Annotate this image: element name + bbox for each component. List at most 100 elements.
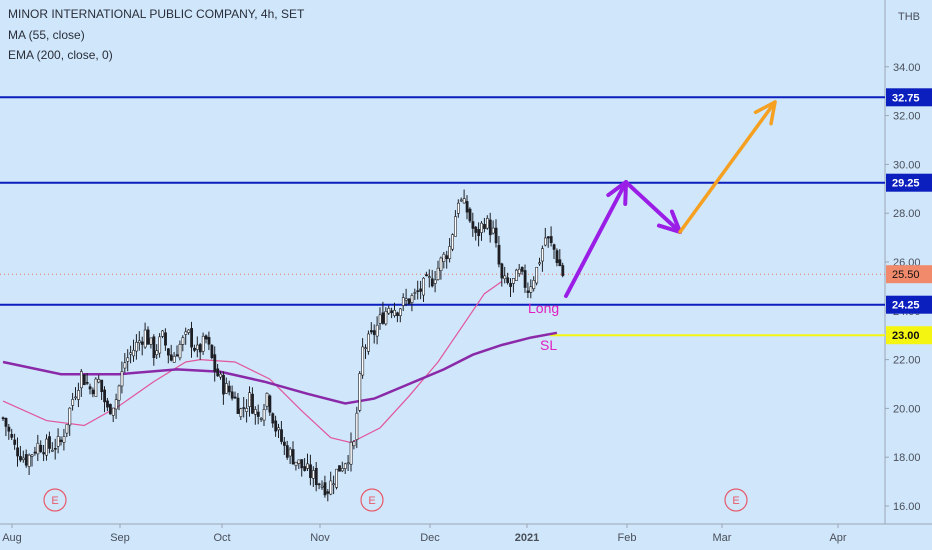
candle-body: [123, 362, 127, 369]
candle-body: [68, 407, 72, 426]
candle-body: [523, 270, 527, 288]
candle-body: [396, 312, 399, 316]
candle-body: [155, 350, 159, 355]
candle-body: [94, 378, 98, 397]
candle-body: [410, 295, 414, 303]
y-tick-label: 30.00: [893, 159, 921, 171]
candle-body: [109, 404, 112, 415]
candle-body: [439, 257, 443, 271]
candle-body: [398, 308, 402, 316]
x-tick-label: Sep: [110, 532, 130, 544]
candle-body: [494, 227, 498, 244]
candle-body: [352, 441, 356, 447]
candle-body: [381, 312, 385, 324]
candle-body: [265, 392, 269, 407]
candle-body: [88, 386, 92, 390]
candle-body: [53, 447, 57, 450]
candle-body: [132, 349, 136, 357]
candle-body: [367, 333, 370, 352]
candle-body: [541, 248, 544, 262]
candle-body: [175, 354, 179, 357]
candle-body: [300, 459, 304, 469]
candle-body: [538, 262, 542, 265]
candle-body: [317, 483, 321, 486]
x-tick-label: Apr: [829, 532, 846, 544]
y-tick-label: 28.00: [893, 208, 921, 220]
candle-body: [369, 330, 373, 333]
candle-body: [254, 409, 257, 415]
candle-body: [27, 454, 31, 467]
candle-body: [268, 395, 272, 413]
candle-body: [233, 396, 237, 399]
candle-body: [413, 292, 417, 294]
candle-body: [459, 199, 463, 202]
candle-body: [140, 341, 144, 345]
candle-body: [103, 389, 107, 403]
candle-body: [193, 347, 196, 351]
candle-body: [213, 354, 217, 372]
candle-body: [222, 374, 225, 395]
candle-body: [225, 383, 228, 394]
level-price-badge: [886, 295, 932, 314]
candle-body: [164, 332, 167, 346]
x-tick-label: 2021: [515, 532, 539, 544]
candle-body: [24, 454, 28, 466]
candle-body: [387, 308, 391, 314]
candle-body: [74, 396, 78, 399]
candle-body: [245, 408, 249, 412]
candle-body: [314, 467, 318, 486]
candle-body: [384, 311, 388, 325]
candle-body: [372, 330, 376, 335]
candle-body: [129, 352, 133, 355]
forecast-arrow-target-head: [753, 100, 777, 126]
candle-body: [401, 297, 405, 306]
candle-body: [77, 390, 80, 400]
candle-body: [277, 427, 281, 431]
x-tick-label: Feb: [618, 532, 637, 544]
y-tick-label: 18.00: [893, 452, 921, 464]
candle-body: [335, 468, 339, 488]
level-price-label: 23.00: [892, 330, 920, 342]
candle-body: [477, 229, 481, 237]
candle-body: [549, 236, 553, 243]
candle-body: [7, 426, 11, 432]
candle-body: [262, 409, 266, 421]
candle-body: [485, 218, 489, 229]
level-price-label: 32.75: [892, 92, 920, 104]
candle-body: [216, 368, 220, 377]
candle-body: [320, 485, 324, 488]
candle-body: [456, 202, 460, 214]
candle-body: [561, 265, 565, 276]
candle-body: [451, 234, 455, 250]
candle-body: [30, 454, 34, 457]
candle-body: [126, 357, 130, 362]
candle-body: [207, 337, 211, 345]
ema200-legend: EMA (200, close, 0): [8, 48, 113, 62]
candle-body: [294, 461, 298, 466]
candle-body: [512, 278, 515, 284]
earnings-marker-label: E: [368, 495, 375, 507]
y-tick-label: 22.00: [893, 355, 921, 367]
candle-body: [33, 451, 37, 454]
candle-body: [42, 452, 46, 455]
candle-body: [332, 483, 336, 486]
long-annotation: Long: [528, 300, 559, 316]
candle-body: [419, 288, 423, 292]
y-tick-label: 32.00: [893, 111, 921, 123]
candle-body: [65, 424, 69, 434]
candle-body: [21, 457, 25, 460]
y-tick-label: 34.00: [893, 62, 921, 74]
candle-body: [535, 266, 539, 284]
candle-body: [274, 420, 278, 432]
candle-body: [329, 480, 333, 495]
sl-annotation: SL: [540, 337, 557, 353]
candle-body: [56, 436, 60, 447]
candle-body: [465, 201, 469, 213]
earnings-marker: [724, 488, 748, 512]
candle-body: [491, 227, 495, 234]
candle-body: [50, 449, 54, 452]
last-price-badge: [886, 265, 932, 284]
candle-body: [430, 278, 434, 287]
candle-body: [303, 466, 307, 471]
